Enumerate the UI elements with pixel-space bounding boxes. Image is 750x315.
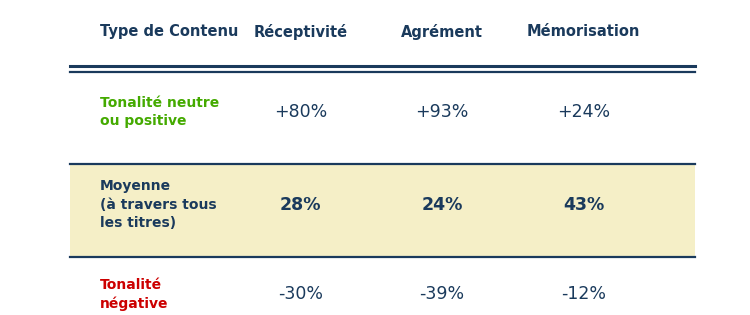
Text: 28%: 28% — [280, 196, 321, 214]
Text: Type de Contenu: Type de Contenu — [100, 24, 238, 39]
Text: +24%: +24% — [557, 103, 610, 121]
Text: Tonalité
négative: Tonalité négative — [100, 278, 168, 311]
Text: Tonalité neutre
ou positive: Tonalité neutre ou positive — [100, 96, 219, 128]
Text: Agrément: Agrément — [401, 24, 483, 40]
Text: +93%: +93% — [416, 103, 469, 121]
Text: -12%: -12% — [561, 285, 606, 303]
Text: -30%: -30% — [278, 285, 323, 303]
Text: 24%: 24% — [422, 196, 463, 214]
Text: 43%: 43% — [562, 196, 604, 214]
Text: Moyenne
(à travers tous
les titres): Moyenne (à travers tous les titres) — [100, 179, 216, 230]
Text: Mémorisation: Mémorisation — [526, 24, 640, 39]
FancyBboxPatch shape — [70, 164, 695, 257]
Text: +80%: +80% — [274, 103, 327, 121]
Text: -39%: -39% — [419, 285, 464, 303]
Text: Réceptivité: Réceptivité — [254, 24, 347, 40]
